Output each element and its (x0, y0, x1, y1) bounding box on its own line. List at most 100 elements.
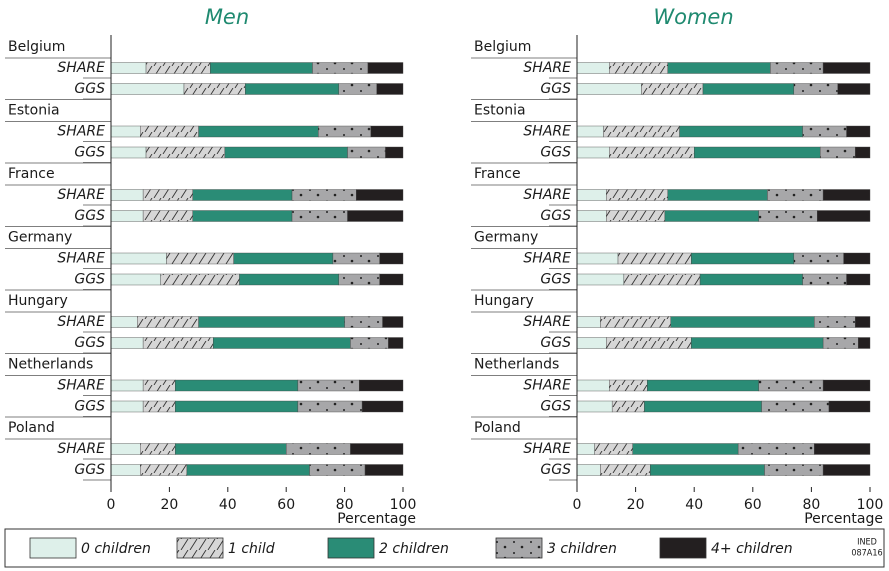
bar-segment (664, 210, 759, 222)
bar-segment (691, 252, 795, 265)
bar-segment (350, 337, 389, 349)
row-label: SHARE (523, 441, 571, 457)
bar-segment (822, 189, 871, 201)
legend-swatch (29, 537, 77, 559)
row-label: SHARE (523, 124, 571, 140)
group-label: Belgium (474, 39, 531, 55)
legend-swatch (327, 537, 375, 559)
legend-swatch (176, 537, 224, 559)
group-label: Poland (8, 420, 55, 436)
row-label: SHARE (57, 441, 105, 457)
bar-segment (819, 146, 856, 159)
bar-segment (110, 252, 167, 265)
bar-segment (858, 337, 871, 349)
bar-segment (110, 210, 144, 222)
bar-segment (110, 316, 138, 328)
bar-segment (175, 443, 287, 455)
bar-segment (245, 83, 339, 95)
group-label: Hungary (474, 293, 534, 309)
row-label: GGS (74, 272, 105, 288)
bar-segment (670, 316, 815, 328)
bar-segment (110, 337, 144, 349)
bar-segment (843, 252, 871, 265)
bar-segment (198, 125, 319, 138)
x-tick-label: 0 (573, 497, 582, 513)
row-label: SHARE (523, 60, 571, 76)
x-tick-label: 20 (627, 497, 645, 513)
bar-segment (576, 316, 601, 328)
bar-segment (347, 146, 386, 159)
bar-segment (142, 400, 176, 413)
bar-segment (224, 146, 348, 159)
bar-segment (606, 189, 669, 201)
bar-segment (142, 210, 193, 222)
group-label: Poland (474, 420, 521, 436)
bar-segment (388, 337, 404, 349)
bar-segment (332, 252, 380, 265)
row-label: SHARE (523, 187, 571, 203)
x-tick-label: 80 (336, 497, 354, 513)
bar-segment (356, 189, 404, 201)
bar-segment (822, 379, 871, 392)
x-tick-label: 60 (744, 497, 762, 513)
legend-label: 2 children (379, 541, 449, 557)
bar-segment (758, 210, 818, 222)
row-label: GGS (74, 335, 105, 351)
bar-segment (160, 273, 240, 286)
bar-segment (641, 83, 704, 95)
bar-segment (291, 189, 357, 201)
bar-segment (822, 62, 871, 74)
row-label: GGS (74, 208, 105, 224)
x-axis-label: Percentage (337, 511, 416, 527)
bar-segment (609, 62, 669, 74)
legend-label: 1 child (228, 541, 275, 557)
bar-segment (822, 464, 871, 476)
group-label: Netherlands (474, 357, 559, 373)
bar-segment (606, 210, 666, 222)
bar-segment (318, 125, 372, 138)
row-label: GGS (74, 81, 105, 97)
bar-segment (694, 146, 821, 159)
bar-segment (350, 443, 404, 455)
x-tick-label: 60 (277, 497, 295, 513)
bar-segment (667, 189, 768, 201)
bar-segment (110, 273, 161, 286)
bar-segment (198, 316, 345, 328)
bar-segment (110, 464, 141, 476)
bar-segment (359, 379, 404, 392)
bar-segment (192, 189, 293, 201)
bar-segment (611, 400, 645, 413)
group-label: France (474, 166, 521, 182)
bar-segment (603, 125, 680, 138)
row-label: GGS (540, 81, 571, 97)
bar-segment (828, 400, 871, 413)
bar-segment (802, 125, 847, 138)
row-label: GGS (74, 399, 105, 415)
bar-segment (576, 62, 610, 74)
row-label: GGS (540, 462, 571, 478)
bar-segment (667, 62, 771, 74)
row-label: SHARE (57, 251, 105, 267)
row-label: SHARE (523, 314, 571, 330)
legend-label: 0 children (81, 541, 151, 557)
bar-segment (802, 273, 847, 286)
row-label: GGS (540, 399, 571, 415)
bar-segment (837, 83, 871, 95)
row-label: SHARE (523, 251, 571, 267)
bar-segment (758, 379, 824, 392)
bar-segment (367, 62, 404, 74)
row-label: GGS (540, 145, 571, 161)
credit: INED (857, 538, 877, 548)
bar-segment (576, 189, 607, 201)
row-label: SHARE (57, 378, 105, 394)
group-label: Germany (474, 230, 538, 246)
panel-title: Men (205, 5, 249, 29)
bar-segment (142, 189, 193, 201)
bar-segment (110, 62, 147, 74)
bar-segment (361, 400, 404, 413)
row-label: SHARE (57, 124, 105, 140)
legend-label: 4+ children (711, 541, 793, 557)
bar-segment (376, 83, 404, 95)
x-tick-label: 100 (390, 497, 417, 513)
